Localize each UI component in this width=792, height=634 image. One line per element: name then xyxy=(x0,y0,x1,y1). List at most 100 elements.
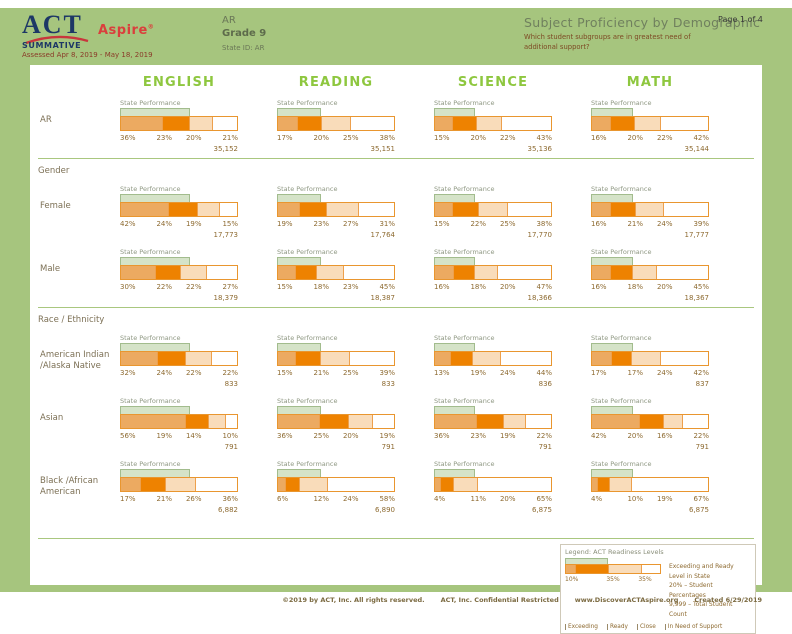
bar-segment-close xyxy=(631,266,656,279)
stacked-bar xyxy=(277,351,395,366)
subject-header-math: MATH xyxy=(626,75,674,90)
stacked-bar xyxy=(434,202,552,217)
bar-segment-ready xyxy=(452,266,475,279)
chart-cell: State Performance 30% 22% 22% 27% 18,379 xyxy=(120,248,238,302)
segment-pct: 16% xyxy=(656,432,673,440)
student-count: 35,144 xyxy=(684,145,710,153)
segment-pct: 24% xyxy=(656,369,673,377)
segment-pct: 20% xyxy=(627,432,644,440)
state-performance-label: State Performance xyxy=(277,248,338,256)
segment-percentages: 56% 19% 14% 10% xyxy=(120,432,238,440)
stacked-bar xyxy=(120,351,238,366)
bar-segment-close xyxy=(164,478,196,491)
state-performance-label: State Performance xyxy=(120,185,181,193)
bar-segment-close xyxy=(180,266,206,279)
bar-segment-exceeding xyxy=(592,415,640,428)
state-performance-overlay xyxy=(277,469,321,477)
state-performance-label: State Performance xyxy=(434,460,495,468)
bar-segment-ready xyxy=(639,415,664,428)
segment-pct: 32% xyxy=(120,369,136,377)
state-performance-label: State Performance xyxy=(591,248,652,256)
bar-segment-ready xyxy=(284,478,300,491)
chart-cell: State Performance 17% 20% 25% 38% 35,151 xyxy=(277,99,395,153)
segment-pct: 44% xyxy=(536,369,552,377)
legend-level-label: Ready xyxy=(606,623,628,630)
bar-segment-in-need-of-support xyxy=(476,478,551,491)
segment-pct: 15% xyxy=(277,369,293,377)
bar-segment-close xyxy=(319,352,349,365)
state-performance-label: State Performance xyxy=(120,99,181,107)
bar-segment-exceeding xyxy=(121,266,155,279)
state-performance-overlay xyxy=(120,343,190,351)
segment-pct: 23% xyxy=(156,134,173,142)
legend-callouts: Exceeding and Ready Level in State 20% –… xyxy=(669,558,751,620)
subject-column: READING xyxy=(277,75,434,90)
bar-segment-exceeding xyxy=(121,478,141,491)
bar-segment-close xyxy=(320,117,351,130)
bar-segment-ready xyxy=(157,352,186,365)
stacked-bar xyxy=(277,477,395,492)
bar-segment-in-need-of-support xyxy=(357,203,394,216)
segment-pct: 36% xyxy=(222,495,238,503)
bar-segment-exceeding xyxy=(278,203,300,216)
stacked-bar xyxy=(591,477,709,492)
state-performance-overlay xyxy=(120,194,190,202)
legend-bar-segment-exceeding xyxy=(566,565,576,573)
report-header: ACT Aspire® SUMMATIVE Assessed Apr 8, 20… xyxy=(0,8,792,65)
bar-segment-close xyxy=(315,266,343,279)
bar-segment-exceeding xyxy=(278,415,319,428)
state-performance-label: State Performance xyxy=(120,460,181,468)
stacked-bar xyxy=(120,265,238,280)
stacked-bar xyxy=(277,116,395,131)
segment-pct: 19% xyxy=(379,432,395,440)
bar-segment-close xyxy=(188,117,213,130)
legend: Legend: ACT Readiness Levels 10% 35% 35% E… xyxy=(560,544,756,634)
legend-level-label: Exceeding xyxy=(565,623,598,630)
state-performance-label: State Performance xyxy=(120,334,181,342)
legend-sample-bar-column: 10% 35% 35% xyxy=(565,558,661,620)
stacked-bar xyxy=(591,116,709,131)
state-performance-overlay xyxy=(434,343,476,351)
legend-sample-pct: 10% xyxy=(565,576,579,583)
state-performance-overlay xyxy=(120,257,190,265)
segment-percentages: 15% 18% 23% 45% xyxy=(277,283,395,291)
segment-pct: 39% xyxy=(379,369,395,377)
bar-segment-ready xyxy=(449,352,473,365)
chart-cell: State Performance 16% 21% 24% 39% 17,777 xyxy=(591,185,709,239)
demographic-row-label: Male xyxy=(40,264,61,274)
segment-pct: 17% xyxy=(277,134,293,142)
demographic-row-label: Female xyxy=(40,201,71,211)
segment-pct: 22% xyxy=(185,283,202,291)
bar-segment-close xyxy=(326,203,358,216)
legend-callout-state-overlay: Exceeding and Ready Level in State xyxy=(669,563,734,580)
state-performance-overlay xyxy=(120,406,190,414)
subject-column: MATH xyxy=(591,75,748,90)
bar-segment-close xyxy=(631,352,660,365)
segment-pct: 4% xyxy=(591,495,603,503)
demographic-row: American Indian /Alaska Native State Perf… xyxy=(30,334,762,388)
report-footer: ©2019 by ACT, Inc. All rights reserved. … xyxy=(282,596,762,604)
segment-percentages: 15% 21% 25% 39% xyxy=(277,369,395,377)
bar-segment-ready xyxy=(297,117,321,130)
bar-segment-exceeding xyxy=(435,117,452,130)
legend-state-overlay-swatch xyxy=(565,558,609,564)
stacked-bar xyxy=(120,414,238,429)
bar-segment-ready xyxy=(299,203,327,216)
legend-sample-pct: 35% xyxy=(606,576,620,583)
state-performance-overlay xyxy=(591,469,634,477)
segment-pct: 23% xyxy=(342,283,359,291)
segment-pct: 22% xyxy=(693,432,709,440)
demographic-row-label: Asian xyxy=(40,413,64,423)
footer-website-link[interactable]: www.DiscoverACTAspire.org xyxy=(574,596,679,604)
program-label: SUMMATIVE xyxy=(22,41,82,50)
state-performance-label: State Performance xyxy=(277,397,338,405)
state-performance-label: State Performance xyxy=(277,460,338,468)
state-performance-label: State Performance xyxy=(434,397,495,405)
legend-level-label: In Need of Support xyxy=(664,623,722,630)
segment-pct: 18% xyxy=(470,283,487,291)
state-performance-label: State Performance xyxy=(591,334,652,342)
org-name: AR xyxy=(222,15,236,26)
bar-segment-in-need-of-support xyxy=(659,352,708,365)
stacked-bar xyxy=(434,477,552,492)
segment-pct: 20% xyxy=(342,432,359,440)
